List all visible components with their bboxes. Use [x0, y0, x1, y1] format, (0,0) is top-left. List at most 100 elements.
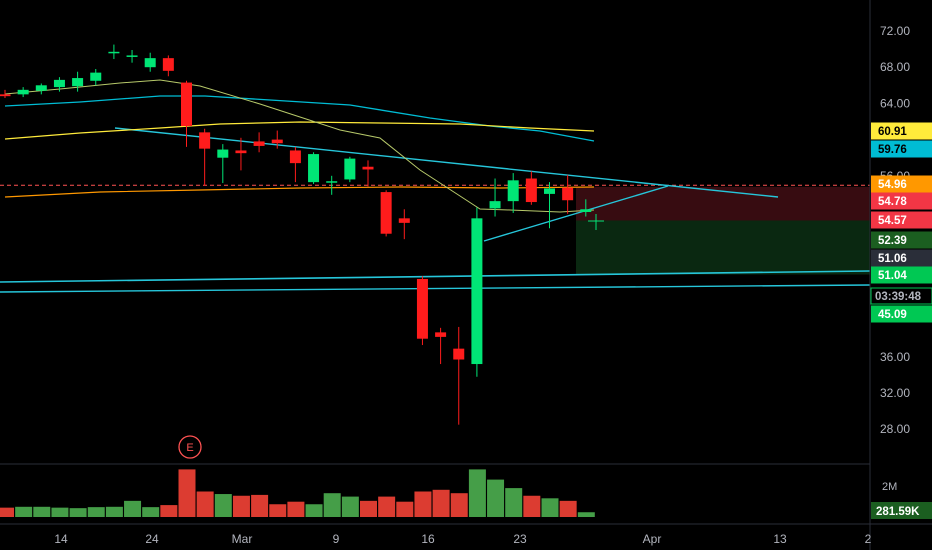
volume-bar: [541, 498, 559, 517]
candle-body: [144, 58, 156, 68]
volume-bar: [396, 501, 414, 517]
volume-bar: [214, 494, 232, 517]
candle-body: [398, 218, 410, 223]
volume-bar: [269, 504, 287, 517]
x-tick-label: 14: [54, 532, 68, 546]
candle-body: [72, 78, 84, 87]
volume-bar: [105, 506, 123, 517]
volume-bar: [559, 500, 577, 517]
volume-bar: [87, 507, 105, 517]
earnings-marker-label: E: [186, 442, 193, 454]
earnings-marker: [178, 435, 202, 459]
price-tag: [871, 122, 932, 140]
volume-bar: [487, 479, 505, 517]
candle-body: [217, 149, 229, 158]
drawing-overlays: [0, 79, 871, 293]
volume-bar: [577, 512, 595, 517]
x-tick-label: 2: [865, 532, 872, 546]
volume-bar: [287, 501, 305, 517]
trendline-lower: [483, 185, 669, 242]
volume-bar: [360, 500, 377, 517]
candle-body: [53, 79, 65, 88]
candle-body: [362, 166, 374, 170]
volume-bar: [69, 508, 87, 517]
candle-body: [416, 278, 428, 339]
candle-body: [507, 180, 519, 202]
x-tick-label: 13: [773, 532, 787, 546]
volume-bar: [15, 506, 33, 517]
candle-body: [471, 218, 483, 365]
countdown-box: [870, 287, 932, 305]
countdown-label: 03:39:48: [875, 291, 922, 303]
volume-bar: [378, 496, 396, 517]
candle-body: [453, 348, 465, 360]
price-tag: [871, 140, 932, 158]
volume-tick-label: 2M: [882, 481, 897, 493]
price-tag-label: 51.04: [878, 270, 907, 282]
y-tick-label: 72.00: [880, 24, 910, 38]
candle-body: [199, 132, 211, 149]
ma-teal: [4, 95, 595, 142]
price-tag-label: 52.39: [878, 235, 907, 247]
candle-body: [489, 201, 501, 209]
candles: [0, 44, 604, 425]
candle-body: [17, 89, 29, 95]
price-tags: 60.91 59.76 54.96 54.78 54.57 52.39 51.06 51.04…: [870, 122, 932, 519]
volume-bar: [523, 495, 541, 517]
volume-bar: [232, 495, 250, 517]
candle-body: [235, 150, 247, 154]
price-tag-label: 54.96: [878, 179, 907, 191]
candle-body: [181, 82, 192, 127]
price-tag: [871, 266, 932, 284]
volume-bar: [33, 506, 51, 517]
candle-body: [126, 55, 138, 57]
price-tag-label: 59.76: [878, 144, 907, 156]
support-line-2: [0, 284, 871, 293]
y-tick-label: 64.00: [880, 96, 910, 110]
candle-body: [326, 181, 338, 183]
y-tick-label: 28.00: [880, 422, 910, 436]
volume-bar: [51, 507, 69, 517]
price-tag: [871, 192, 932, 210]
support-line-1: [0, 270, 871, 283]
volume-bar: [323, 493, 341, 517]
candle-body: [344, 158, 356, 180]
candle-body: [162, 58, 174, 71]
price-tag-label: 60.91: [878, 126, 907, 138]
volume-bar: [505, 488, 523, 517]
volume-tag: [871, 502, 932, 519]
volume-bar: [142, 507, 160, 517]
candle-body: [271, 139, 283, 144]
candle-body: [35, 85, 47, 91]
volume-bars: E: [0, 435, 595, 517]
price-tag: [871, 231, 932, 249]
price-tag: [871, 305, 932, 323]
candle-body: [525, 178, 537, 203]
volume-bar: [341, 496, 359, 517]
candle-body: [562, 187, 574, 201]
price-tag: [871, 175, 932, 193]
candle-body: [0, 94, 11, 97]
y-tick-label: 32.00: [880, 386, 910, 400]
candle-body: [90, 72, 102, 81]
volume-bar: [160, 505, 178, 517]
volume-bar: [124, 500, 142, 517]
volume-bar: [432, 489, 450, 517]
y-tick-label: 36.00: [880, 350, 910, 364]
price-tag-label: 54.78: [878, 196, 907, 208]
price-tag-label: 54.57: [878, 215, 907, 227]
target-zone: [576, 220, 870, 275]
x-tick-label: 16: [421, 532, 435, 546]
price-tag: [871, 249, 932, 267]
x-tick-label: 9: [333, 532, 340, 546]
candle-body: [108, 51, 120, 54]
candle-body: [580, 209, 592, 212]
x-tick-label: 23: [513, 532, 527, 546]
volume-bar: [196, 491, 214, 517]
candle-body: [435, 332, 447, 337]
volume-bar: [450, 493, 468, 517]
volume-bar: [414, 491, 432, 517]
volume-bar: [305, 504, 323, 517]
